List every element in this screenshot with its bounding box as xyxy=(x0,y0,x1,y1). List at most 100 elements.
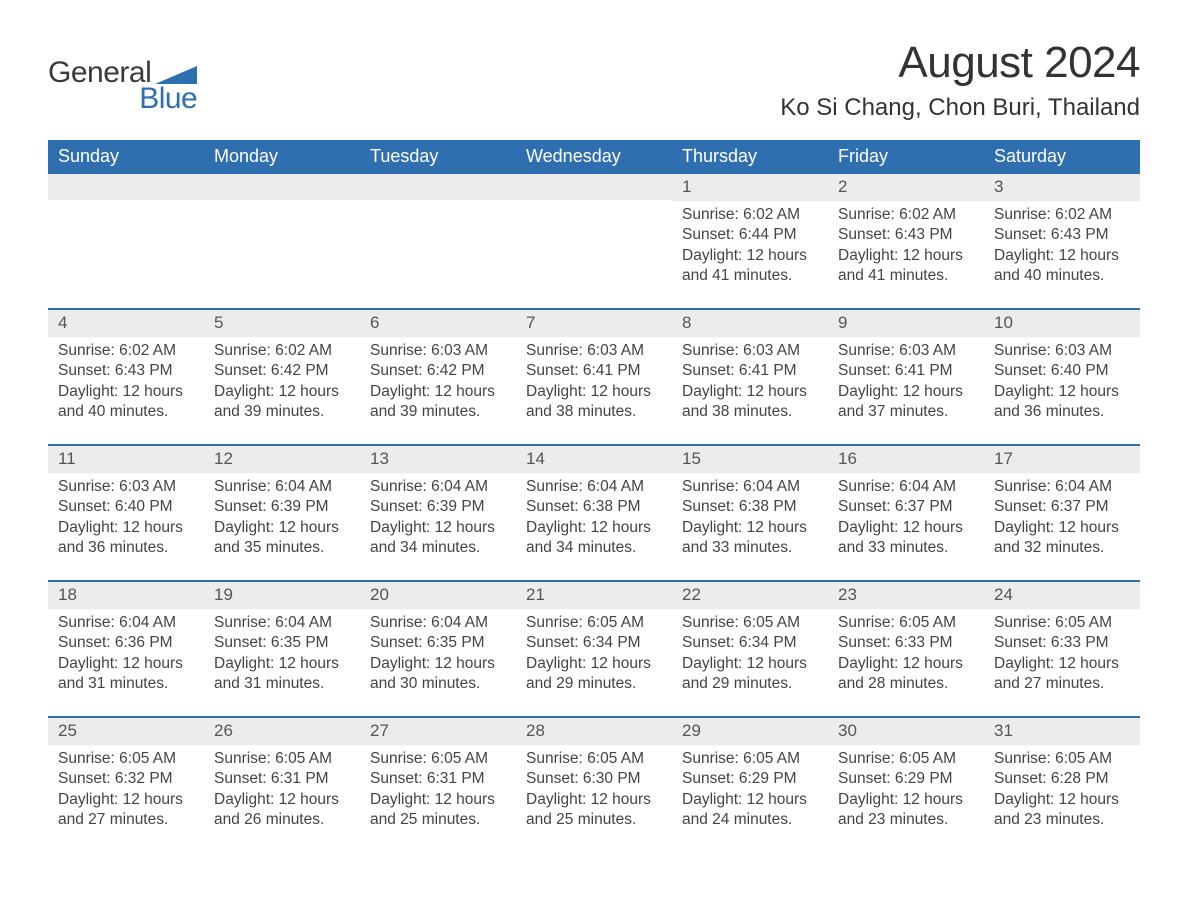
day-number: 15 xyxy=(672,446,828,473)
day-number: 29 xyxy=(672,718,828,745)
sunset-text: Sunset: 6:39 PM xyxy=(214,497,350,517)
sunrise-text: Sunrise: 6:03 AM xyxy=(682,341,818,361)
sunrise-text: Sunrise: 6:04 AM xyxy=(214,613,350,633)
daylight-text: Daylight: 12 hours and 40 minutes. xyxy=(994,246,1130,287)
day-details: Sunrise: 6:03 AMSunset: 6:40 PMDaylight:… xyxy=(48,473,204,559)
calendar-day: 21Sunrise: 6:05 AMSunset: 6:34 PMDayligh… xyxy=(516,582,672,710)
sunrise-text: Sunrise: 6:04 AM xyxy=(214,477,350,497)
calendar-week: 18Sunrise: 6:04 AMSunset: 6:36 PMDayligh… xyxy=(48,580,1140,710)
sunset-text: Sunset: 6:34 PM xyxy=(526,633,662,653)
sunset-text: Sunset: 6:44 PM xyxy=(682,225,818,245)
day-number: 19 xyxy=(204,582,360,609)
day-details: Sunrise: 6:05 AMSunset: 6:29 PMDaylight:… xyxy=(672,745,828,831)
sunrise-text: Sunrise: 6:05 AM xyxy=(58,749,194,769)
sunset-text: Sunset: 6:31 PM xyxy=(370,769,506,789)
day-number: 17 xyxy=(984,446,1140,473)
day-details: Sunrise: 6:03 AMSunset: 6:41 PMDaylight:… xyxy=(516,337,672,423)
sunrise-text: Sunrise: 6:02 AM xyxy=(214,341,350,361)
sunset-text: Sunset: 6:29 PM xyxy=(838,769,974,789)
sunset-text: Sunset: 6:38 PM xyxy=(682,497,818,517)
sunset-text: Sunset: 6:36 PM xyxy=(58,633,194,653)
day-details: Sunrise: 6:02 AMSunset: 6:43 PMDaylight:… xyxy=(828,201,984,287)
day-number: 30 xyxy=(828,718,984,745)
sunrise-text: Sunrise: 6:02 AM xyxy=(58,341,194,361)
calendar-day: 27Sunrise: 6:05 AMSunset: 6:31 PMDayligh… xyxy=(360,718,516,846)
day-number: 6 xyxy=(360,310,516,337)
calendar-day: 12Sunrise: 6:04 AMSunset: 6:39 PMDayligh… xyxy=(204,446,360,574)
sunrise-text: Sunrise: 6:02 AM xyxy=(682,205,818,225)
sunrise-text: Sunrise: 6:05 AM xyxy=(214,749,350,769)
sunrise-text: Sunrise: 6:05 AM xyxy=(994,613,1130,633)
sunset-text: Sunset: 6:33 PM xyxy=(994,633,1130,653)
brand-flag-icon xyxy=(155,62,197,84)
sunrise-text: Sunrise: 6:03 AM xyxy=(58,477,194,497)
calendar-day: 18Sunrise: 6:04 AMSunset: 6:36 PMDayligh… xyxy=(48,582,204,710)
location-subtitle: Ko Si Chang, Chon Buri, Thailand xyxy=(780,94,1140,122)
sunrise-text: Sunrise: 6:05 AM xyxy=(526,613,662,633)
sunset-text: Sunset: 6:41 PM xyxy=(682,361,818,381)
day-details: Sunrise: 6:04 AMSunset: 6:39 PMDaylight:… xyxy=(204,473,360,559)
daylight-text: Daylight: 12 hours and 31 minutes. xyxy=(214,654,350,695)
daylight-text: Daylight: 12 hours and 33 minutes. xyxy=(682,518,818,559)
day-number: 2 xyxy=(828,174,984,201)
day-number: 10 xyxy=(984,310,1140,337)
day-details: Sunrise: 6:03 AMSunset: 6:41 PMDaylight:… xyxy=(828,337,984,423)
daylight-text: Daylight: 12 hours and 39 minutes. xyxy=(214,382,350,423)
day-number: 13 xyxy=(360,446,516,473)
sunrise-text: Sunrise: 6:03 AM xyxy=(994,341,1130,361)
sunrise-text: Sunrise: 6:04 AM xyxy=(370,613,506,633)
weekday-header: Sunday xyxy=(48,140,204,174)
day-details: Sunrise: 6:02 AMSunset: 6:43 PMDaylight:… xyxy=(984,201,1140,287)
day-number: 24 xyxy=(984,582,1140,609)
calendar-day: 7Sunrise: 6:03 AMSunset: 6:41 PMDaylight… xyxy=(516,310,672,438)
sunset-text: Sunset: 6:30 PM xyxy=(526,769,662,789)
calendar-day: 28Sunrise: 6:05 AMSunset: 6:30 PMDayligh… xyxy=(516,718,672,846)
daylight-text: Daylight: 12 hours and 23 minutes. xyxy=(838,790,974,831)
sunrise-text: Sunrise: 6:04 AM xyxy=(682,477,818,497)
calendar-day: 17Sunrise: 6:04 AMSunset: 6:37 PMDayligh… xyxy=(984,446,1140,574)
day-details: Sunrise: 6:05 AMSunset: 6:31 PMDaylight:… xyxy=(204,745,360,831)
day-details: Sunrise: 6:04 AMSunset: 6:38 PMDaylight:… xyxy=(516,473,672,559)
calendar-day: 30 Sunrise: 6:05 AMSunset: 6:29 PMDayligh… xyxy=(828,718,984,846)
day-details: Sunrise: 6:05 AMSunset: 6:34 PMDaylight:… xyxy=(516,609,672,695)
day-details: Sunrise: 6:03 AMSunset: 6:40 PMDaylight:… xyxy=(984,337,1140,423)
sunset-text: Sunset: 6:39 PM xyxy=(370,497,506,517)
day-number: 4 xyxy=(48,310,204,337)
calendar-day: 22Sunrise: 6:05 AMSunset: 6:34 PMDayligh… xyxy=(672,582,828,710)
sunset-text: Sunset: 6:35 PM xyxy=(370,633,506,653)
sunset-text: Sunset: 6:42 PM xyxy=(370,361,506,381)
day-details: Sunrise: 6:02 AMSunset: 6:44 PMDaylight:… xyxy=(672,201,828,287)
calendar-day xyxy=(516,174,672,302)
calendar-day: 2Sunrise: 6:02 AMSunset: 6:43 PMDaylight… xyxy=(828,174,984,302)
sunrise-text: Sunrise: 6:03 AM xyxy=(526,341,662,361)
daylight-text: Daylight: 12 hours and 34 minutes. xyxy=(526,518,662,559)
daylight-text: Daylight: 12 hours and 25 minutes. xyxy=(526,790,662,831)
calendar-day: 23Sunrise: 6:05 AMSunset: 6:33 PMDayligh… xyxy=(828,582,984,710)
weekday-header: Wednesday xyxy=(516,140,672,174)
daylight-text: Daylight: 12 hours and 29 minutes. xyxy=(526,654,662,695)
sunrise-text: Sunrise: 6:02 AM xyxy=(994,205,1130,225)
calendar-day: 15 Sunrise: 6:04 AMSunset: 6:38 PMDayligh… xyxy=(672,446,828,574)
day-details: Sunrise: 6:02 AMSunset: 6:42 PMDaylight:… xyxy=(204,337,360,423)
calendar-day: 20Sunrise: 6:04 AMSunset: 6:35 PMDayligh… xyxy=(360,582,516,710)
calendar-week: 25Sunrise: 6:05 AMSunset: 6:32 PMDayligh… xyxy=(48,716,1140,846)
daylight-text: Daylight: 12 hours and 33 minutes. xyxy=(838,518,974,559)
daylight-text: Daylight: 12 hours and 25 minutes. xyxy=(370,790,506,831)
calendar-day: 19 Sunrise: 6:04 AMSunset: 6:35 PMDayligh… xyxy=(204,582,360,710)
daylight-text: Daylight: 12 hours and 36 minutes. xyxy=(58,518,194,559)
sunset-text: Sunset: 6:32 PM xyxy=(58,769,194,789)
sunrise-text: Sunrise: 6:05 AM xyxy=(838,613,974,633)
calendar-day: 24Sunrise: 6:05 AMSunset: 6:33 PMDayligh… xyxy=(984,582,1140,710)
calendar-day: 9Sunrise: 6:03 AMSunset: 6:41 PMDaylight… xyxy=(828,310,984,438)
calendar-day: 8Sunrise: 6:03 AMSunset: 6:41 PMDaylight… xyxy=(672,310,828,438)
calendar-day: 6Sunrise: 6:03 AMSunset: 6:42 PMDaylight… xyxy=(360,310,516,438)
day-details: Sunrise: 6:05 AMSunset: 6:30 PMDaylight:… xyxy=(516,745,672,831)
sunset-text: Sunset: 6:31 PM xyxy=(214,769,350,789)
day-number: 28 xyxy=(516,718,672,745)
calendar-day: 31Sunrise: 6:05 AMSunset: 6:28 PMDayligh… xyxy=(984,718,1140,846)
sunrise-text: Sunrise: 6:05 AM xyxy=(838,749,974,769)
daylight-text: Daylight: 12 hours and 40 minutes. xyxy=(58,382,194,423)
sunset-text: Sunset: 6:40 PM xyxy=(994,361,1130,381)
sunset-text: Sunset: 6:28 PM xyxy=(994,769,1130,789)
sunset-text: Sunset: 6:35 PM xyxy=(214,633,350,653)
